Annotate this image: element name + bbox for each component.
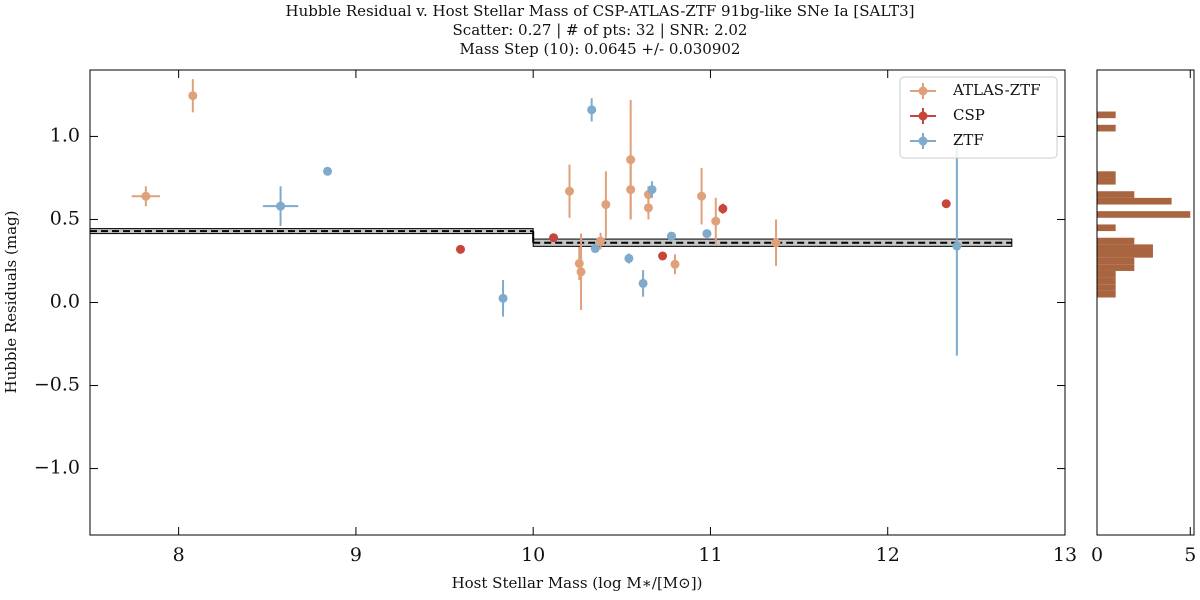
point	[626, 155, 636, 165]
x-tick-label: 0	[1091, 544, 1103, 566]
hist-bar	[1097, 124, 1116, 132]
y-tick-label: 1.0	[50, 124, 80, 146]
hist-bar	[1097, 171, 1116, 178]
hist-bar	[1097, 197, 1172, 205]
point	[711, 216, 721, 226]
legend-marker	[918, 86, 928, 96]
point	[666, 231, 676, 241]
x-tick-label: 12	[876, 544, 900, 566]
legend-marker	[918, 136, 928, 146]
chart-title: Hubble Residual v. Host Stellar Mass of …	[285, 2, 914, 20]
point	[188, 91, 198, 101]
point	[624, 253, 634, 263]
y-tick-label: −0.5	[34, 374, 80, 396]
point	[596, 236, 606, 246]
point	[456, 244, 465, 254]
point	[323, 166, 333, 176]
point	[658, 251, 668, 261]
legend-box	[899, 76, 1058, 159]
point	[276, 201, 286, 211]
point	[626, 185, 636, 195]
x-tick-label: 5	[1184, 544, 1196, 566]
x-tick-label: 11	[698, 544, 722, 566]
point	[565, 186, 575, 196]
point	[141, 191, 151, 201]
point	[718, 204, 728, 214]
x-tick-label: 10	[521, 544, 545, 566]
legend: ATLAS-ZTF CSP ZTF	[899, 76, 1058, 159]
point	[643, 203, 653, 213]
point	[702, 229, 712, 239]
hist-bar	[1097, 290, 1116, 298]
y-tick-label: 0.5	[50, 207, 80, 229]
hist-bar	[1097, 264, 1135, 271]
plot-area	[1096, 69, 1195, 536]
hist-bar	[1097, 270, 1116, 278]
x-tick-label: 13	[1053, 544, 1077, 566]
point	[498, 293, 508, 303]
hist-bar	[1097, 277, 1116, 285]
legend-marker	[918, 111, 928, 121]
point	[576, 267, 586, 277]
x-tick-label: 9	[350, 544, 362, 566]
hist-bar	[1097, 111, 1116, 119]
point	[952, 241, 962, 251]
y-tick-label: 0.0	[50, 291, 80, 313]
chart-subtitle: Scatter: 0.27 | # of pts: 32 | SNR: 2.02	[453, 21, 748, 39]
annotation: Mass Step (10): 0.0645 +/- 0.030902	[460, 40, 741, 58]
hist-bar	[1097, 251, 1153, 258]
point	[771, 238, 781, 248]
legend-label: ZTF	[953, 131, 984, 149]
hist-bar	[1097, 244, 1153, 252]
point	[647, 185, 657, 195]
legend-label: ATLAS-ZTF	[952, 81, 1041, 99]
point	[549, 233, 559, 243]
point	[601, 200, 611, 210]
x-tick-label: 8	[173, 544, 185, 566]
hist-bar	[1097, 211, 1191, 218]
y-tick-label: −1.0	[34, 457, 80, 479]
legend-label: CSP	[953, 106, 985, 124]
point	[590, 244, 600, 254]
point	[574, 258, 584, 268]
hist-bar	[1097, 224, 1116, 232]
point	[587, 105, 597, 115]
y-axis-label: Hubble Residuals (mag)	[2, 211, 20, 394]
point	[670, 259, 680, 269]
hist-bar	[1097, 177, 1116, 185]
hist-bar	[1097, 257, 1135, 265]
point	[638, 278, 648, 288]
hist-bar	[1097, 191, 1135, 198]
hist-bar	[1097, 237, 1135, 245]
x-axis-label: Host Stellar Mass (log M∗/[M⊙])	[452, 574, 703, 592]
hist-bar	[1097, 284, 1116, 291]
point	[941, 199, 951, 209]
point	[697, 191, 707, 201]
